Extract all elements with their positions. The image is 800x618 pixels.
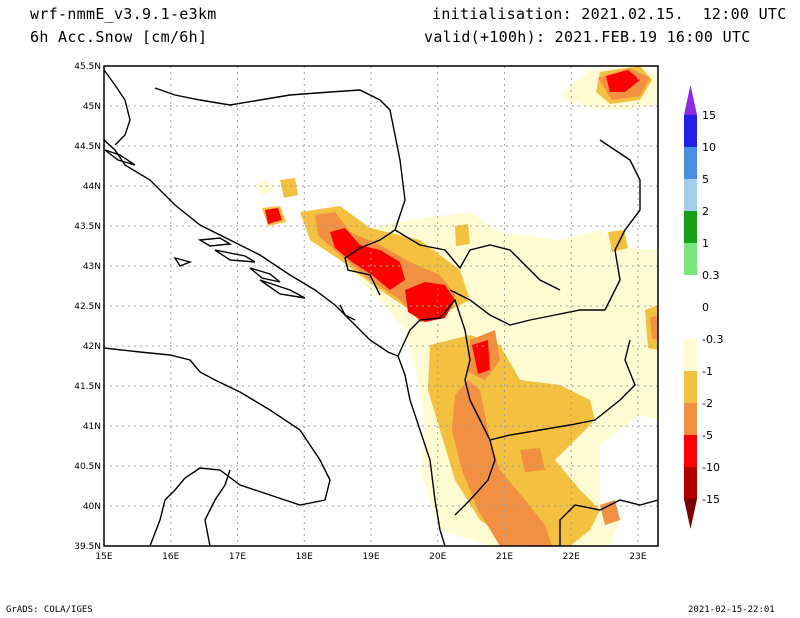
lat-tick-label: 41N <box>83 422 101 432</box>
slovenia-coast <box>104 69 131 146</box>
snow-area-light <box>280 178 298 198</box>
snow-area-heavy <box>265 208 282 224</box>
lat-tick-label: 44.5N <box>74 142 101 152</box>
lon-tick-label: 21E <box>496 552 513 562</box>
legend-label: -0.3 <box>702 333 723 346</box>
model-title: wrf-nmmE_v3.9.1-e3km <box>30 5 217 23</box>
snow-area-light <box>455 224 470 246</box>
lat-tick-label: 43N <box>83 262 101 272</box>
snow-field <box>255 66 658 546</box>
lat-tick-label: 44N <box>83 182 101 192</box>
kosovo-north-macedonia-border <box>449 289 605 326</box>
legend-swatch <box>684 467 697 499</box>
legend-label: -5 <box>702 429 713 442</box>
legend-colorbar <box>684 85 697 529</box>
snow-area-moderate <box>452 380 552 546</box>
valid-time: valid(+100h): 2021.FEB.19 16:00 UTC <box>424 28 751 46</box>
italy-coastline <box>104 347 331 546</box>
bosnia-montenegro-border <box>344 229 396 296</box>
footer-timestamp: 2021-02-15-22:01 <box>688 605 775 615</box>
legend-swatch <box>684 211 697 243</box>
snow-area-heavy <box>330 228 405 290</box>
snow-area-very-light <box>255 180 275 196</box>
lat-tick-label: 40N <box>83 502 101 512</box>
legend-swatch <box>684 147 697 179</box>
legend-swatch <box>684 275 697 307</box>
lon-tick-label: 22E <box>563 552 580 562</box>
legend-swatch <box>684 179 697 211</box>
lon-tick-label: 19E <box>362 552 379 562</box>
legend-swatch <box>684 115 697 147</box>
legend-label: -10 <box>702 461 720 474</box>
lat-tick-label: 39.5N <box>74 542 101 552</box>
field-title: 6h Acc.Snow [cm/6h] <box>30 28 208 46</box>
albania-border <box>397 298 496 516</box>
north-macedonia-greece-border <box>489 339 636 441</box>
legend-arrow-top <box>684 85 697 115</box>
legend-label: 1 <box>702 237 709 250</box>
legend-label: 0.3 <box>702 269 720 282</box>
coastlines-borders <box>104 69 658 546</box>
island-3 <box>249 267 281 283</box>
plot-frame <box>103 65 659 547</box>
lat-tick-label: 42N <box>83 342 101 352</box>
lat-tick-label: 42.5N <box>74 302 101 312</box>
legend-label: 0 <box>702 301 709 314</box>
grid-lines <box>104 66 658 546</box>
snow-area-heavy <box>405 282 455 322</box>
lon-tick-label: 15E <box>95 552 112 562</box>
lon-tick-label: 23E <box>629 552 646 562</box>
legend-swatch <box>684 435 697 467</box>
greece-north-coast <box>559 499 658 546</box>
legend-swatch <box>684 403 697 435</box>
legend-label: 10 <box>702 141 716 154</box>
island-5 <box>259 279 306 299</box>
legend-labels: 15 10 5 2 1 0.3 0 -0.3 -1 -2 -5 -10 -15 <box>702 109 723 506</box>
island-2 <box>214 249 256 263</box>
legend-label: -1 <box>702 365 713 378</box>
lon-tick-label: 17E <box>229 552 246 562</box>
legend-label: -15 <box>702 493 720 506</box>
island-1 <box>197 237 233 247</box>
lat-tick-label: 41.5N <box>74 382 101 392</box>
legend-label: 15 <box>702 109 716 122</box>
lat-tick-label: 40.5N <box>74 462 101 472</box>
legend-swatch <box>684 371 697 403</box>
serbia-kosovo-border <box>394 229 561 291</box>
adriatic-east-coast <box>104 139 446 546</box>
snow-area-heavy <box>606 70 640 92</box>
island-6 <box>104 149 136 166</box>
lon-tick-label: 20E <box>429 552 446 562</box>
snow-area-moderate <box>520 448 545 472</box>
snow-area-heavy <box>472 340 490 374</box>
legend-label: 2 <box>702 205 709 218</box>
lat-tick-label: 45N <box>83 102 101 112</box>
lon-tick-label: 16E <box>162 552 179 562</box>
legend-arrow-bottom <box>684 499 697 529</box>
lon-axis: 15E 16E 17E 18E 19E 20E 21E 22E 23E <box>95 552 646 562</box>
island-4 <box>173 256 193 267</box>
legend-label: 5 <box>702 173 709 186</box>
init-time: initialisation: 2021.02.15. 12:00 UTC <box>432 5 787 23</box>
lat-axis: 39.5N 40N 40.5N 41N 41.5N 42N 42.5N 43N 43.5N 44N… <box>74 62 101 552</box>
footer-credit: GrADS: COLA/IGES <box>6 605 93 615</box>
italy-heel-coast <box>204 469 231 546</box>
serbia-bulgaria-border <box>599 139 641 311</box>
croatia-bosnia-border <box>154 87 406 231</box>
lat-tick-label: 43.5N <box>74 222 101 232</box>
lon-tick-label: 18E <box>296 552 313 562</box>
lat-tick-label: 45.5N <box>74 62 101 72</box>
montenegro-coast <box>339 304 356 321</box>
legend-swatch <box>684 243 697 275</box>
legend-swatch <box>684 307 697 339</box>
legend-label: -2 <box>702 397 713 410</box>
legend-swatch <box>684 339 697 371</box>
snow-area-very-light <box>565 88 585 104</box>
snow-area-moderate <box>650 315 658 340</box>
